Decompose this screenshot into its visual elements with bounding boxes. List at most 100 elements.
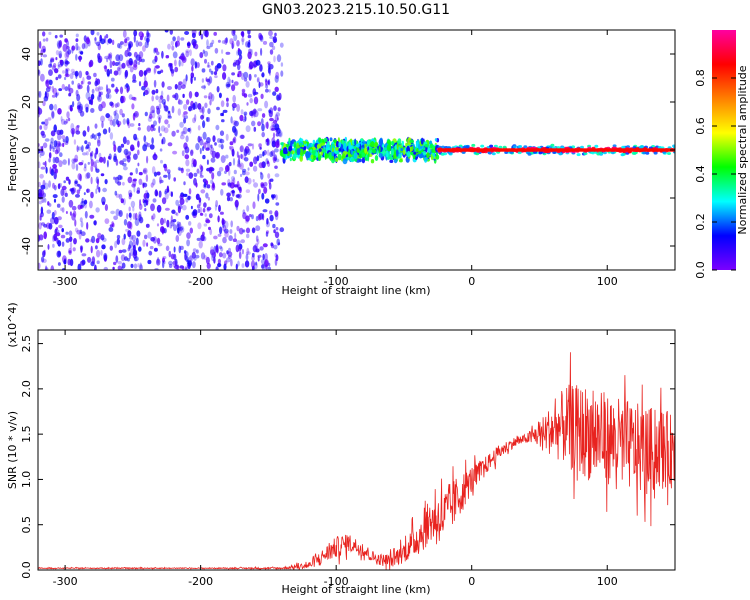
snr-series-line [38, 352, 675, 570]
spectrogram-cell-913 [55, 50, 60, 56]
spectrogram-cell-1145 [202, 231, 205, 237]
snr-y-ticks: 0.0 0.5 1.0 1.5 2.0 2.5 [20, 335, 675, 579]
spectrogram-cell-1299 [236, 50, 240, 56]
spectrogram-cell-2611 [580, 145, 584, 149]
snr-x-label: Height of straight line (km) [281, 583, 430, 596]
spectrogram-cell-1140 [193, 76, 196, 81]
spectrogram-cell-782 [142, 45, 146, 52]
spectrogram-cell-1199 [176, 129, 180, 133]
spectrogram-cell-637 [128, 206, 131, 212]
spectrogram-cell-253 [87, 161, 91, 165]
spectrogram-cell-1336 [262, 151, 265, 157]
spectrogram-cell-1094 [60, 207, 63, 212]
spectrogram-cell-1405 [143, 199, 147, 208]
spectrogram-cell-926 [80, 80, 84, 85]
spectrogram-cell-1444 [62, 159, 67, 165]
spectrogram-cell-1202 [207, 61, 210, 68]
snr-y-tick-label-4: 2.0 [20, 380, 33, 398]
spectrogram-cell-1520 [197, 222, 202, 230]
spectrogram-cell-457 [270, 242, 274, 247]
spectrogram-cell-2150 [378, 146, 381, 153]
spectrogram-cell-77 [86, 172, 91, 179]
spectrogram-cell-2236 [390, 148, 395, 156]
spectrogram-cell-1078 [122, 158, 127, 162]
spectrogram-cell-102 [188, 172, 194, 179]
spectrogram-cell-1504 [183, 181, 186, 186]
spectrogram-cell-1108 [104, 218, 110, 225]
spectrogram-cell-454 [269, 41, 274, 48]
spectrogram-cell-2135 [389, 156, 394, 160]
spectrogram-cell-298 [262, 40, 268, 45]
spectrogram-cell-582 [90, 30, 95, 36]
spectrogram-cell-572 [146, 242, 149, 247]
spectrogram-cell-1101 [267, 67, 271, 74]
spectrogram-cell-863 [66, 111, 70, 119]
spectrogram-cell-971 [84, 173, 89, 180]
spectrogram-cell-2269 [378, 138, 383, 146]
spectrogram-cell-945 [111, 221, 114, 227]
spectrogram-cell-509 [47, 201, 50, 206]
spectrogram-cell-1467 [43, 123, 48, 131]
spectrogram-cell-1252 [138, 81, 142, 87]
spectrogram-cell-90 [228, 235, 233, 242]
spectrogram-cell-1542 [219, 226, 223, 235]
spectrogram-cell-1470 [101, 201, 106, 206]
spectrogram-cell-689 [231, 148, 235, 157]
spectrogram-cell-950 [99, 156, 104, 163]
spectrogram-cell-905 [128, 151, 132, 157]
spectrogram-cell-410 [177, 99, 183, 105]
spectrogram-cell-500 [150, 203, 155, 212]
spectrogram-cell-1232 [221, 219, 226, 225]
spectrogram-cell-1552 [77, 146, 82, 151]
spectrogram-cell-1466 [161, 197, 167, 205]
spectrogram-cell-240 [148, 250, 153, 256]
spectrogram-cell-219 [111, 39, 115, 46]
spectrogram-cell-1098 [97, 85, 101, 94]
spectrogram-cell-701 [95, 159, 101, 163]
spectrogram-cell-352 [50, 137, 54, 144]
spectrogram-cell-687 [246, 102, 249, 106]
spectrogram-cell-1567 [262, 243, 268, 248]
spectrogram-cells [38, 30, 675, 270]
spectrogram-cell-972 [220, 155, 226, 164]
spectrogram-cell-1581 [255, 156, 259, 161]
spectrogram-cell-731 [91, 150, 94, 157]
spectrogram-cell-94 [208, 213, 213, 219]
spectrogram-cell-1400 [128, 212, 132, 218]
spectrogram-cell-774 [260, 118, 264, 125]
spectrogram-cell-1580 [106, 159, 109, 168]
spectrogram-cell-506 [58, 40, 63, 48]
spectrogram-cell-363 [53, 216, 59, 225]
spectrogram-cell-1440 [114, 109, 118, 114]
spectrogram-cell-940 [182, 93, 185, 98]
spectrogram-cell-1371 [54, 68, 59, 74]
spectrogram-cell-2053 [299, 155, 304, 162]
spectrogram-cell-1578 [43, 182, 49, 190]
spectrogram-cell-1106 [132, 64, 138, 71]
spectrogram-cell-948 [238, 251, 242, 259]
spectrogram-cell-1485 [234, 129, 238, 137]
spectrogram-cell-229 [207, 108, 211, 115]
spectrogram-cell-715 [131, 96, 136, 101]
spectrogram-cell-12 [185, 99, 190, 105]
spectrogram-cell-257 [218, 166, 224, 172]
spectrogram-cell-1033 [189, 227, 193, 234]
spectrogram-cell-1373 [274, 32, 277, 37]
spectrogram-cell-831 [188, 221, 192, 226]
spectrogram-cell-1320 [191, 251, 196, 259]
spectrogram-cell-205 [240, 173, 243, 177]
spectrogram-cell-533 [117, 67, 122, 76]
spectrogram-cell-719 [113, 261, 117, 266]
spectrogram-cell-1125 [241, 248, 244, 255]
spectrogram-cell-1266 [95, 41, 101, 47]
spectrogram-cell-2617 [440, 152, 445, 156]
spectrogram-cell-370 [81, 43, 86, 50]
spectrogram-cell-933 [57, 240, 62, 247]
spectrogram-cell-1279 [86, 72, 90, 77]
spectrogram-cell-44 [96, 184, 99, 190]
snr-x-tick-label-1: -200 [188, 575, 213, 588]
spectrogram-cell-809 [172, 36, 176, 42]
spectrogram-cell-2153 [338, 141, 342, 148]
spectrogram-cell-2276 [353, 152, 358, 160]
spectrogram-cell-744 [164, 119, 169, 125]
